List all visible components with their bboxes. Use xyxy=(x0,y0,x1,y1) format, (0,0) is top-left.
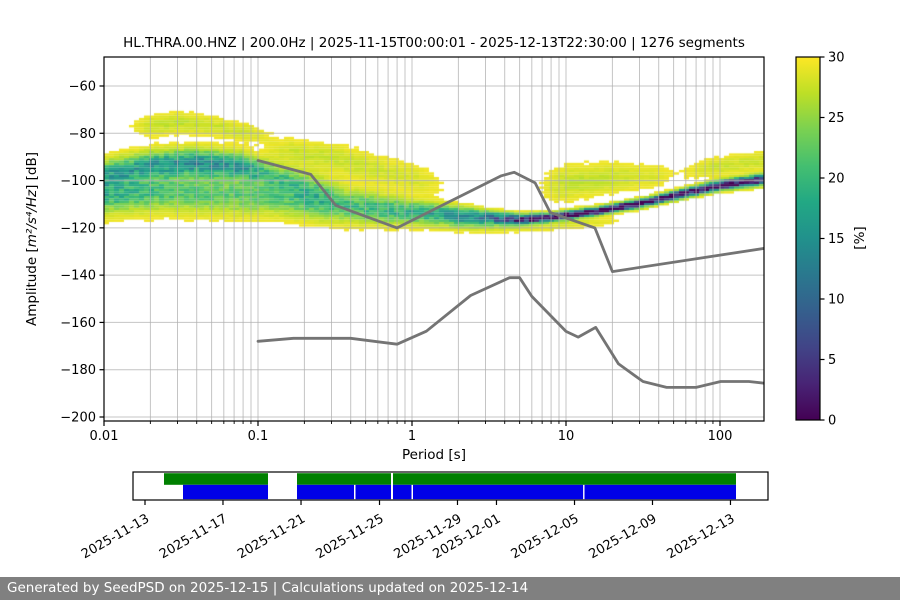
y-tick-label: −80 xyxy=(69,127,96,142)
coverage-green-segment xyxy=(297,473,391,485)
y-tick-label: −60 xyxy=(69,80,96,95)
axis-ticks-and-labels: −60 −80 −100 −120 −140 −160 −180 −200 0.01 0.1 1 10… xyxy=(60,80,732,445)
main-axes-frame xyxy=(103,56,765,422)
coverage-date-label: 2025-12-05 xyxy=(509,511,582,562)
coverage-date-label: 2025-12-13 xyxy=(665,511,738,562)
x-tick-label: 0.01 xyxy=(90,429,119,444)
coverage-date-label: 2025-11-13 xyxy=(79,511,152,562)
y-tick-label: −200 xyxy=(60,411,96,426)
colorbar-tick-label: 0 xyxy=(828,414,836,429)
coverage-green-segment xyxy=(164,473,268,485)
y-axis-label: Amplitude [m²/s⁴/Hz] [dB] xyxy=(24,152,40,326)
colorbar-gradient xyxy=(796,57,820,420)
grid-lines xyxy=(104,57,764,421)
x-tick-label: 100 xyxy=(708,429,733,444)
colorbar: 0 5 10 15 20 25 30 xyxy=(795,51,845,429)
colorbar-tick-label: 10 xyxy=(828,293,845,308)
footer-bar: Generated by SeedPSD on 2025-12-15 | Cal… xyxy=(0,577,900,600)
coverage-blue-segment xyxy=(355,484,391,500)
coverage-blue-segment xyxy=(413,484,584,500)
coverage-subplot: 2025-11-13 2025-11-17 2025-11-21 2025-11-25… xyxy=(79,471,769,562)
coverage-date-label: 2025-11-25 xyxy=(314,511,387,562)
coverage-green-segment xyxy=(393,473,736,485)
x-tick-label: 1 xyxy=(408,429,416,444)
coverage-blue-segment xyxy=(393,484,412,500)
colorbar-tick-label: 15 xyxy=(828,232,845,247)
y-axis-label-suffix: ] [dB] xyxy=(24,152,40,190)
footer-text: Generated by SeedPSD on 2025-12-15 | Cal… xyxy=(7,580,529,596)
coverage-blue-segment xyxy=(584,484,736,500)
y-axis-label-prefix: Amplitude [ xyxy=(24,247,40,326)
y-tick-label: −100 xyxy=(60,174,96,189)
y-axis-label-math: m²/s⁴/Hz xyxy=(24,189,40,247)
x-tick-label: 0.1 xyxy=(248,429,269,444)
colorbar-tick-label: 30 xyxy=(828,51,845,66)
x-tick-label: 10 xyxy=(558,429,575,444)
y-tick-label: −120 xyxy=(60,221,96,236)
plot-title: HL.THRA.00.HNZ | 200.0Hz | 2025-11-15T00… xyxy=(123,35,745,51)
coverage-blue-segment xyxy=(297,484,354,500)
colorbar-label: [%] xyxy=(852,226,868,249)
coverage-date-label: 2025-11-21 xyxy=(235,511,308,562)
x-axis-label: Period [s] xyxy=(402,447,466,463)
noise-model-nlnm-line xyxy=(256,276,764,389)
coverage-date-label: 2025-11-17 xyxy=(157,511,230,562)
coverage-blue-segment xyxy=(183,484,268,500)
y-tick-label: −180 xyxy=(60,363,96,378)
noise-model-nhnm-line xyxy=(256,159,764,273)
y-tick-label: −160 xyxy=(60,316,96,331)
colorbar-tick-label: 25 xyxy=(828,111,845,126)
noise-model-lines xyxy=(256,159,764,389)
coverage-date-label: 2025-12-09 xyxy=(587,511,660,562)
colorbar-tick-label: 20 xyxy=(828,172,845,187)
axes-frames xyxy=(103,56,765,422)
colorbar-tick-label: 5 xyxy=(828,353,836,368)
y-tick-label: −140 xyxy=(60,269,96,284)
